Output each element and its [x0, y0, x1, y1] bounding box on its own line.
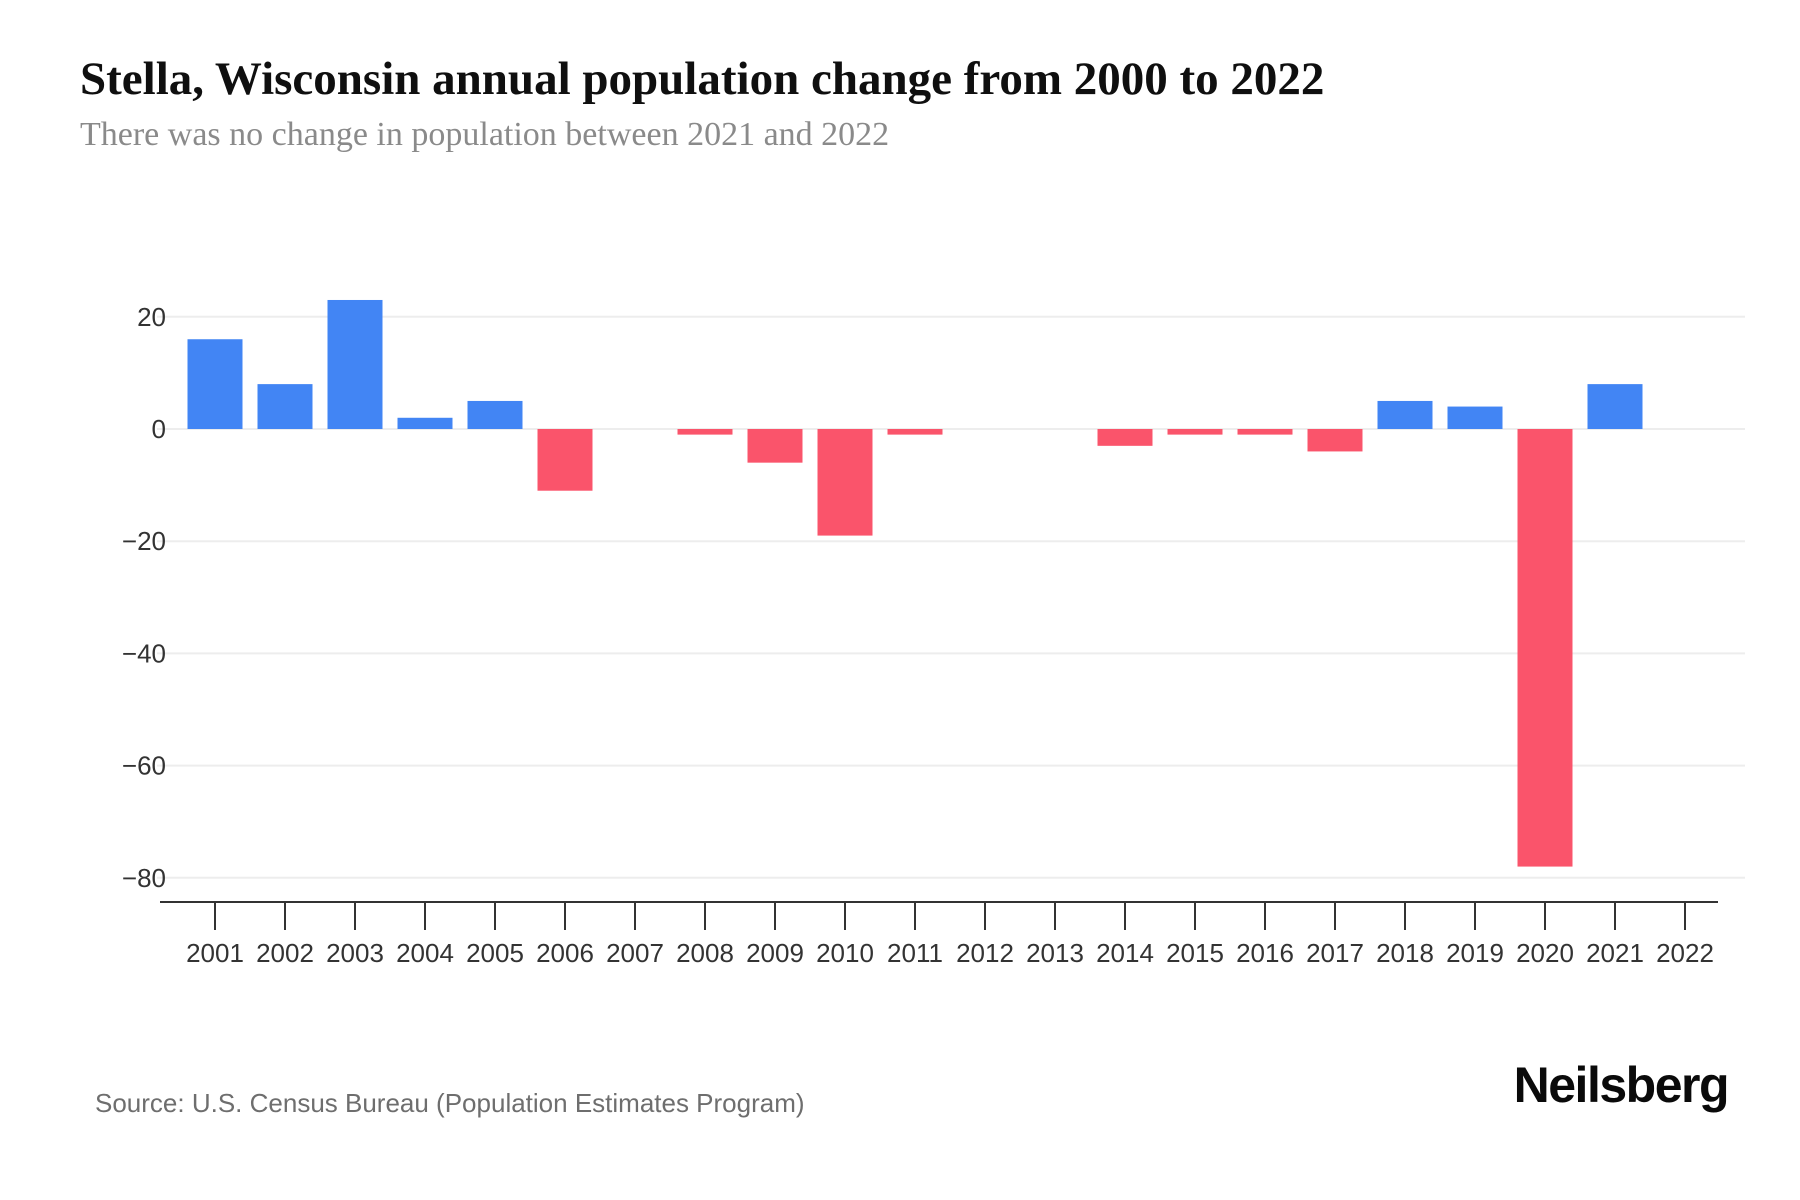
x-axis-label-2019: 2019: [1446, 938, 1504, 968]
y-axis-tick-label: 20: [137, 302, 166, 332]
bar-2021[interactable]: [1587, 384, 1643, 429]
bar-2014[interactable]: [1097, 429, 1153, 446]
bar-2006[interactable]: [537, 429, 593, 491]
bar-2008[interactable]: [677, 429, 733, 435]
x-axis-label-2003: 2003: [326, 938, 384, 968]
brand-logo: Neilsberg: [1513, 1057, 1730, 1113]
chart-title: Stella, Wisconsin annual population chan…: [80, 53, 1325, 105]
bar-2010[interactable]: [817, 429, 873, 536]
x-axis-label-2022: 2022: [1656, 938, 1714, 968]
bar-2016[interactable]: [1237, 429, 1293, 435]
x-axis-label-2014: 2014: [1096, 938, 1154, 968]
bar-chart-svg: 20 0 −20 −40 −60 −80 2001 2002 2003 2004 2005 2006 2…: [122, 299, 1745, 968]
x-axis-label-2016: 2016: [1236, 938, 1294, 968]
y-axis-tick-label: −40: [122, 638, 166, 668]
bar-2017[interactable]: [1307, 429, 1363, 452]
source-note: Source: U.S. Census Bureau (Population E…: [95, 1088, 805, 1118]
bar-2018[interactable]: [1377, 400, 1433, 429]
bar-2019[interactable]: [1447, 406, 1503, 429]
chart-subtitle: There was no change in population betwee…: [80, 116, 890, 153]
x-axis-label-2011: 2011: [887, 938, 943, 968]
x-axis-label-2018: 2018: [1376, 938, 1434, 968]
x-axis-label-2002: 2002: [256, 938, 314, 968]
bar-2011[interactable]: [887, 429, 943, 435]
x-axis-label-2001: 2001: [186, 938, 244, 968]
bar-chart: 20 0 −20 −40 −60 −80 2001 2002 2003 2004 2005 2006 2…: [0, 230, 1800, 970]
x-axis-label-2005: 2005: [466, 938, 524, 968]
x-axis-label-2008: 2008: [676, 938, 734, 968]
bar-2001[interactable]: [187, 339, 243, 429]
y-axis-tick-label: −60: [122, 751, 166, 781]
x-axis-label-2020: 2020: [1516, 938, 1574, 968]
bar-2020[interactable]: [1517, 429, 1573, 867]
bar-2003[interactable]: [327, 299, 383, 429]
y-axis-tick-label: 0: [152, 414, 166, 444]
y-axis-tick-label: −80: [122, 863, 166, 893]
bar-2015[interactable]: [1167, 429, 1223, 435]
x-axis-label-2021: 2021: [1586, 938, 1644, 968]
x-axis-label-2015: 2015: [1166, 938, 1224, 968]
x-axis-label-2004: 2004: [396, 938, 454, 968]
bar-2004[interactable]: [397, 417, 453, 429]
x-axis-label-2012: 2012: [956, 938, 1014, 968]
x-axis-label-2006: 2006: [536, 938, 594, 968]
bar-2005[interactable]: [467, 400, 523, 429]
x-axis-label-2017: 2017: [1306, 938, 1364, 968]
x-axis-label-2009: 2009: [746, 938, 804, 968]
bar-2002[interactable]: [257, 384, 313, 429]
x-axis-label-2013: 2013: [1026, 938, 1084, 968]
x-axis-label-2010: 2010: [816, 938, 874, 968]
bar-2009[interactable]: [747, 429, 803, 463]
y-axis-tick-label: −20: [122, 526, 166, 556]
x-axis-label-2007: 2007: [606, 938, 664, 968]
